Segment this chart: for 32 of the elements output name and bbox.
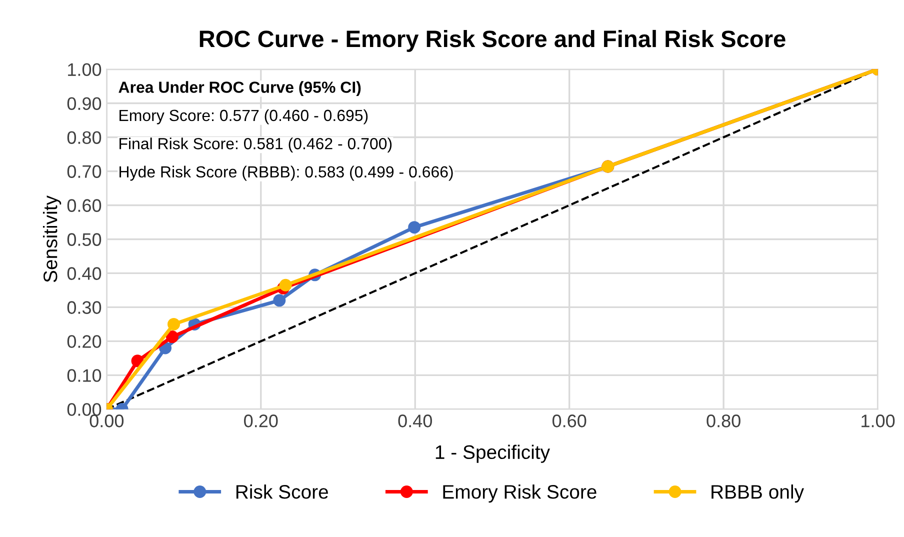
point (408, 221, 421, 234)
y-tick-label: 1.00 (68, 63, 102, 76)
y-tick-label: 0.10 (67, 369, 102, 382)
x-tick-label: 0.80 (706, 414, 740, 428)
x-tick-label: 0.60 (552, 414, 586, 428)
annotation: Area Under ROC Curve (95% CI) (118, 81, 361, 96)
legend-label: Emory Risk Score (443, 484, 596, 503)
point (166, 330, 178, 344)
x-axis-title: 1 - Specificity (436, 444, 550, 463)
y-tick-label: 0.80 (67, 131, 102, 144)
x-tick-label: 1.00 (862, 414, 895, 428)
y-tick-label: 0.20 (67, 335, 102, 348)
y-tick-label: 0.60 (67, 199, 102, 212)
x-tick-label: 0.20 (244, 414, 278, 428)
x-tick-label: 0.00 (90, 414, 124, 428)
y-tick-label: 0.00 (67, 403, 102, 416)
annotation: Emory Score: 0.577 (0.460 - 0.695) (120, 109, 368, 124)
legend-label: RBBB only (712, 484, 804, 503)
annotation: Final Risk Score: 0.581 (0.462 - 0.700) (120, 138, 392, 152)
y-tick-label: 0.40 (67, 267, 102, 280)
x-tick-label: 0.40 (398, 414, 432, 428)
point (279, 278, 292, 292)
chart-title: ROC Curve - Emory Risk Score and Final Risk Score (200, 30, 786, 52)
point (273, 294, 286, 307)
point (168, 318, 180, 330)
y-axis-title: Sensitivity (42, 196, 62, 282)
y-tick-label: 0.50 (67, 233, 102, 246)
annotation: Hyde Risk Score (RBBB): 0.583 (0.499 - 0.666) (120, 166, 453, 181)
y-tick-label: 0.30 (67, 301, 102, 314)
y-tick-label: 0.70 (67, 165, 102, 178)
legend-label: Risk Score (236, 484, 328, 499)
y-tick-label: 0.90 (67, 97, 102, 110)
